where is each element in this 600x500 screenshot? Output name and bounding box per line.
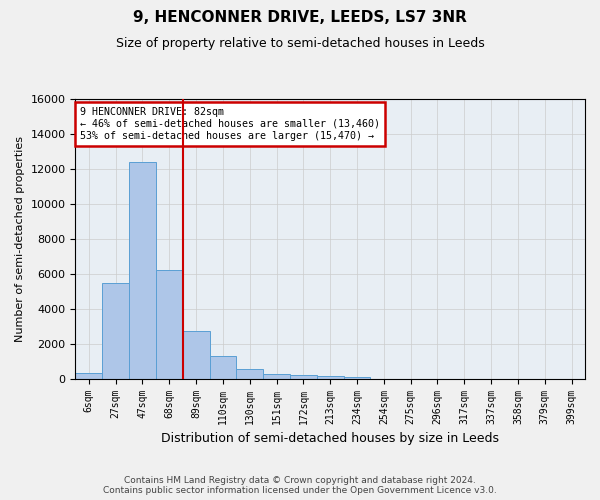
Bar <box>344 377 370 378</box>
Text: Contains HM Land Registry data © Crown copyright and database right 2024.
Contai: Contains HM Land Registry data © Crown c… <box>103 476 497 495</box>
Bar <box>290 375 317 378</box>
Text: 9 HENCONNER DRIVE: 82sqm
← 46% of semi-detached houses are smaller (13,460)
53% : 9 HENCONNER DRIVE: 82sqm ← 46% of semi-d… <box>80 108 380 140</box>
Y-axis label: Number of semi-detached properties: Number of semi-detached properties <box>15 136 25 342</box>
Bar <box>317 376 344 378</box>
Bar <box>76 374 102 378</box>
Bar <box>102 282 129 378</box>
Text: Size of property relative to semi-detached houses in Leeds: Size of property relative to semi-detach… <box>116 38 484 51</box>
Bar <box>236 369 263 378</box>
X-axis label: Distribution of semi-detached houses by size in Leeds: Distribution of semi-detached houses by … <box>161 432 499 445</box>
Bar <box>129 162 156 378</box>
Bar <box>263 374 290 378</box>
Bar <box>182 330 209 378</box>
Bar <box>209 356 236 378</box>
Bar <box>156 270 182 378</box>
Text: 9, HENCONNER DRIVE, LEEDS, LS7 3NR: 9, HENCONNER DRIVE, LEEDS, LS7 3NR <box>133 10 467 25</box>
